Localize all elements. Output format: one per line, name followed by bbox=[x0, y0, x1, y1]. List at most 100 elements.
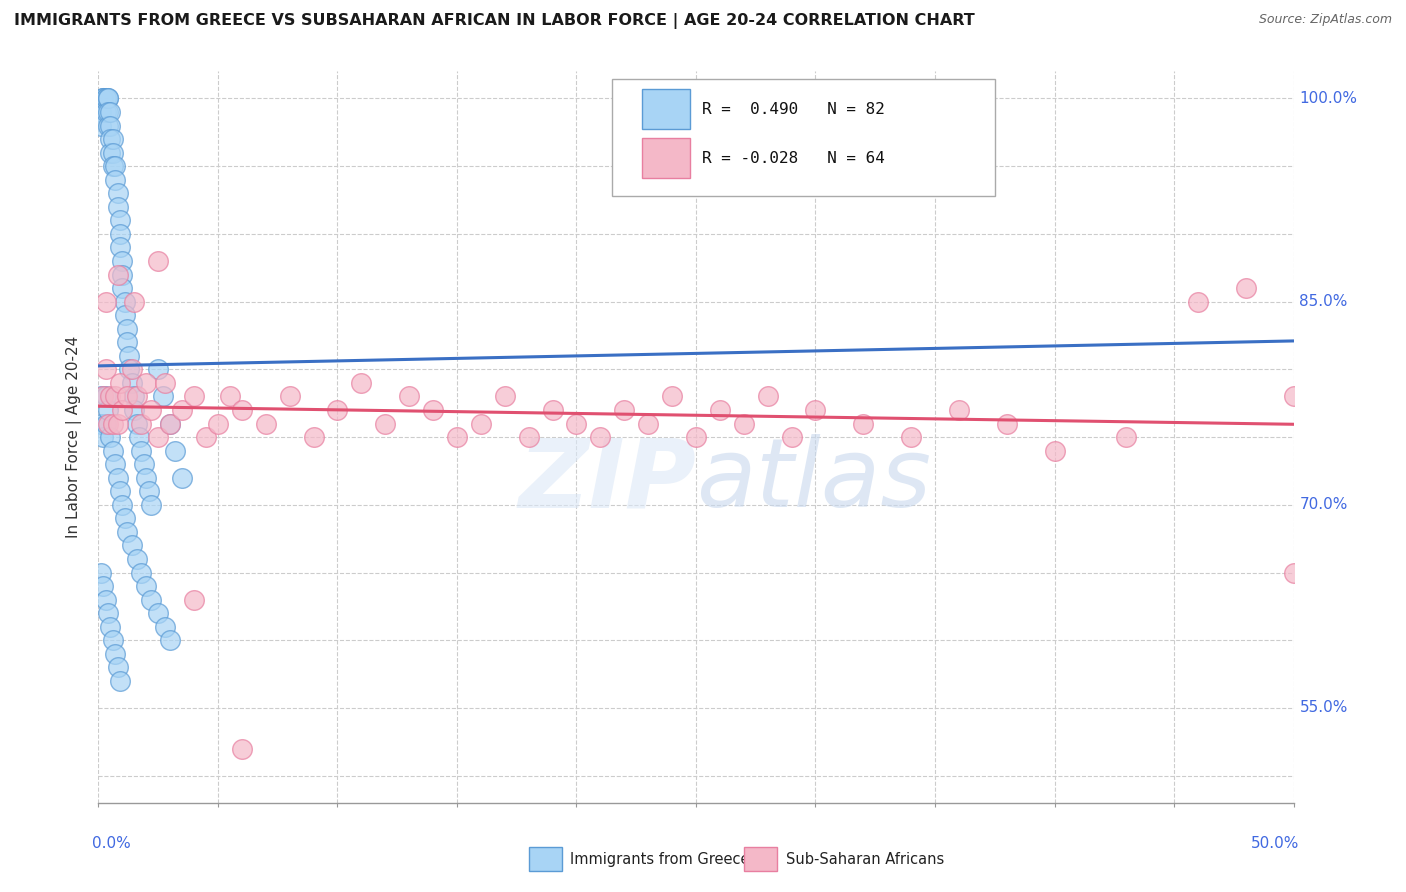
Point bbox=[613, 91, 636, 105]
Point bbox=[97, 606, 120, 620]
Point bbox=[135, 579, 157, 593]
Point bbox=[278, 389, 301, 403]
FancyBboxPatch shape bbox=[613, 78, 995, 195]
Y-axis label: In Labor Force | Age 20-24: In Labor Force | Age 20-24 bbox=[66, 336, 83, 538]
Text: Source: ZipAtlas.com: Source: ZipAtlas.com bbox=[1258, 13, 1392, 27]
Point bbox=[661, 389, 683, 403]
Point bbox=[94, 389, 117, 403]
Point bbox=[159, 417, 181, 431]
Point bbox=[108, 213, 131, 227]
Point bbox=[139, 498, 162, 512]
Point bbox=[98, 132, 122, 146]
Point bbox=[94, 417, 117, 431]
Point bbox=[101, 145, 124, 160]
Point bbox=[254, 417, 277, 431]
Point bbox=[207, 417, 229, 431]
Point bbox=[948, 403, 970, 417]
Point bbox=[108, 673, 131, 688]
Point bbox=[159, 417, 181, 431]
Point bbox=[446, 430, 468, 444]
Point bbox=[125, 417, 148, 431]
Point bbox=[470, 417, 492, 431]
Point bbox=[91, 91, 114, 105]
Point bbox=[94, 294, 117, 309]
Point bbox=[995, 417, 1018, 431]
Point bbox=[125, 552, 148, 566]
Text: 50.0%: 50.0% bbox=[1251, 836, 1299, 851]
Point bbox=[163, 443, 186, 458]
Point bbox=[131, 566, 153, 580]
Point bbox=[124, 389, 146, 403]
Point bbox=[111, 268, 134, 282]
Point bbox=[613, 403, 636, 417]
Text: 85.0%: 85.0% bbox=[1299, 294, 1348, 310]
Point bbox=[128, 430, 150, 444]
Point bbox=[115, 335, 138, 350]
Point bbox=[118, 362, 141, 376]
Point bbox=[302, 430, 325, 444]
Point bbox=[1115, 430, 1137, 444]
Point bbox=[135, 376, 157, 390]
Point bbox=[148, 430, 170, 444]
Point bbox=[124, 403, 146, 417]
Point bbox=[118, 349, 141, 363]
Point bbox=[1187, 294, 1209, 309]
Point bbox=[101, 633, 124, 648]
Point bbox=[101, 159, 124, 173]
Point bbox=[101, 443, 124, 458]
Point bbox=[115, 389, 138, 403]
Point bbox=[91, 91, 114, 105]
Point bbox=[900, 430, 922, 444]
Point bbox=[111, 254, 134, 268]
Point bbox=[97, 417, 120, 431]
Text: Sub-Saharan Africans: Sub-Saharan Africans bbox=[786, 852, 943, 867]
Point bbox=[115, 322, 138, 336]
Point bbox=[135, 471, 157, 485]
Point bbox=[98, 145, 122, 160]
Point bbox=[91, 430, 114, 444]
Point bbox=[94, 592, 117, 607]
Point bbox=[155, 620, 177, 634]
Point bbox=[114, 511, 136, 525]
Text: R =  0.490   N = 82: R = 0.490 N = 82 bbox=[702, 102, 884, 117]
Point bbox=[98, 119, 122, 133]
Point bbox=[121, 538, 143, 552]
Point bbox=[139, 592, 162, 607]
Bar bbox=[529, 847, 562, 871]
Point bbox=[685, 430, 707, 444]
Text: atlas: atlas bbox=[696, 434, 931, 527]
Text: 55.0%: 55.0% bbox=[1299, 700, 1348, 715]
Point bbox=[159, 633, 181, 648]
Point bbox=[98, 389, 122, 403]
Point bbox=[172, 471, 194, 485]
Point bbox=[852, 417, 875, 431]
Point bbox=[94, 91, 117, 105]
Point bbox=[565, 417, 588, 431]
Point bbox=[111, 281, 134, 295]
Point bbox=[125, 389, 148, 403]
Point bbox=[111, 498, 134, 512]
Point bbox=[104, 159, 127, 173]
Point bbox=[183, 592, 205, 607]
Point bbox=[101, 132, 124, 146]
Point bbox=[98, 430, 122, 444]
Point bbox=[107, 471, 129, 485]
Text: 70.0%: 70.0% bbox=[1299, 498, 1348, 512]
Point bbox=[131, 443, 153, 458]
Point bbox=[541, 403, 564, 417]
Text: 100.0%: 100.0% bbox=[1299, 91, 1358, 106]
Point bbox=[97, 105, 120, 120]
Point bbox=[108, 227, 131, 241]
Point bbox=[90, 389, 112, 403]
Point bbox=[589, 430, 612, 444]
Point bbox=[709, 403, 731, 417]
Point bbox=[97, 91, 120, 105]
Point bbox=[733, 417, 755, 431]
Point bbox=[804, 403, 827, 417]
Point bbox=[494, 389, 516, 403]
Point bbox=[148, 606, 170, 620]
Point bbox=[90, 119, 112, 133]
Point bbox=[104, 172, 127, 186]
Point bbox=[107, 268, 129, 282]
Point bbox=[108, 240, 131, 254]
